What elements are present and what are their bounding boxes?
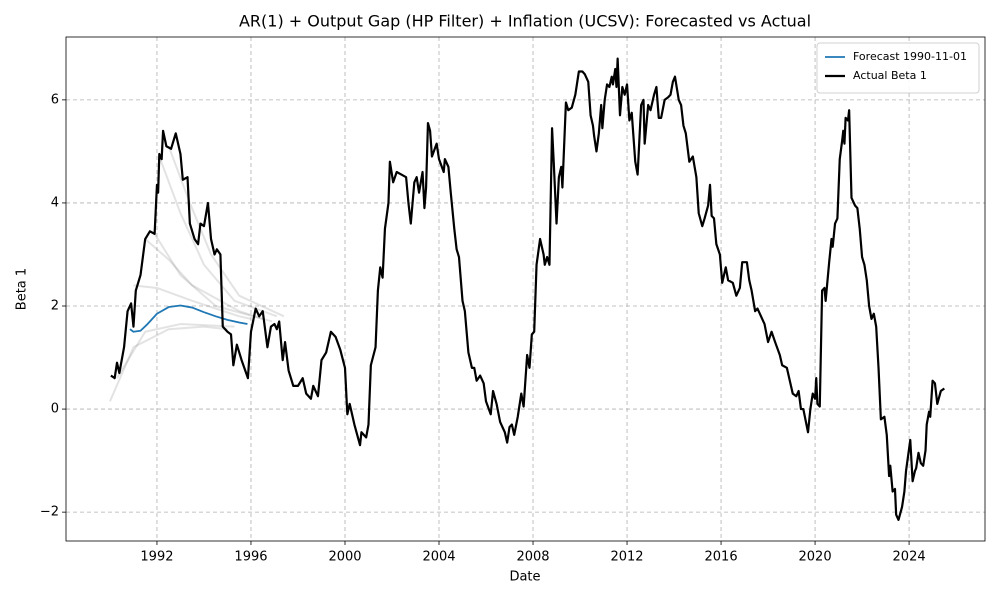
series-line	[133, 284, 252, 320]
x-tick-label: 1996	[234, 550, 267, 565]
series-line	[158, 156, 278, 318]
legend-label: Actual Beta 1	[853, 69, 927, 82]
x-tick-label: 1992	[140, 550, 173, 565]
y-tick-label: 2	[51, 299, 59, 314]
series-line	[110, 57, 945, 521]
plot-frame	[65, 36, 986, 542]
series-line	[167, 145, 285, 318]
y-tick-label: −2	[40, 505, 59, 520]
series-line	[153, 233, 273, 323]
x-tick-label: 2008	[516, 550, 549, 565]
x-tick-label: 2024	[893, 550, 926, 565]
y-axis-label: Beta 1	[15, 268, 30, 310]
x-tick-label: 2020	[799, 550, 832, 565]
series-line	[109, 325, 228, 402]
series-line	[144, 238, 264, 320]
y-tick-label: 4	[51, 195, 59, 210]
x-tick-label: 2004	[422, 550, 455, 565]
series-line	[129, 304, 248, 333]
legend-box	[816, 42, 980, 94]
x-tick-label: 2016	[705, 550, 738, 565]
legend-label: Forecast 1990-11-01	[853, 50, 967, 63]
y-tick-label: 6	[51, 92, 59, 107]
y-tick-label: 0	[51, 402, 59, 417]
x-tick-label: 2000	[328, 550, 361, 565]
x-tick-label: 2012	[610, 550, 643, 565]
chart-title: AR(1) + Output Gap (HP Filter) + Inflati…	[239, 12, 811, 31]
x-axis-label: Date	[509, 570, 540, 585]
series-line	[116, 323, 235, 379]
